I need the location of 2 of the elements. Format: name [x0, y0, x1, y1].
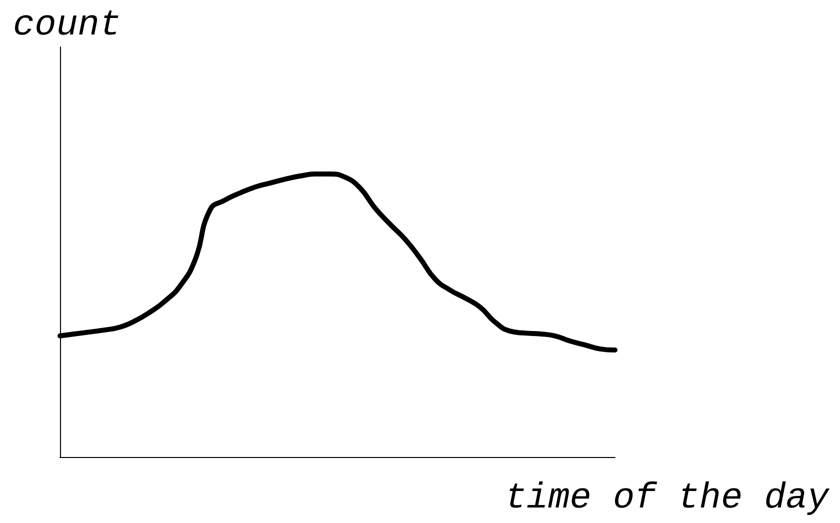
y-axis-title: count — [13, 4, 122, 46]
x-axis-title: time of the day — [504, 478, 830, 518]
